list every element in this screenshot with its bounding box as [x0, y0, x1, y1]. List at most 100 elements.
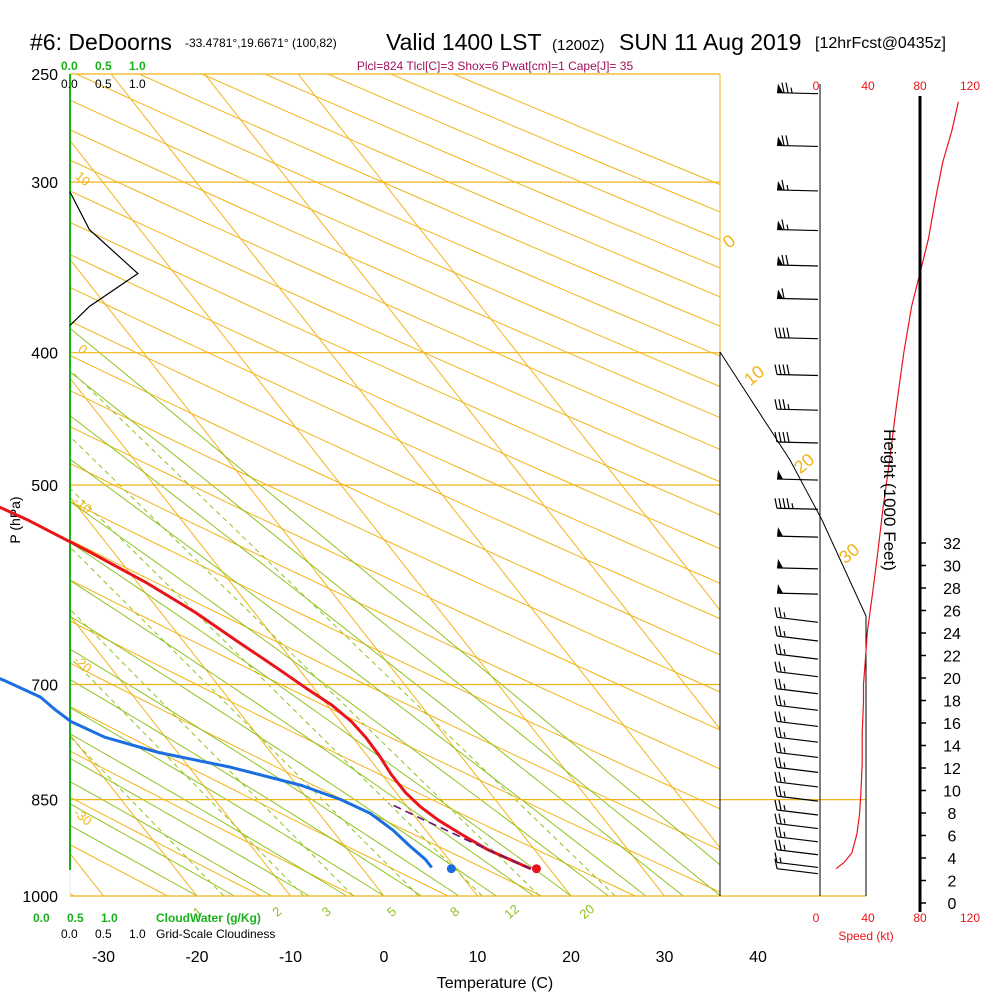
wind-barb-full: [774, 607, 778, 618]
dry-adiabat-line: [70, 129, 720, 419]
cloud-tick-top-1: 0.5: [95, 59, 112, 73]
wind-barb-staff: [776, 688, 819, 695]
wind-barb: [774, 711, 819, 728]
wind-barb-half: [783, 732, 786, 738]
dry-adiabat-line: [70, 389, 720, 693]
moist-adiabat-line: [70, 648, 460, 896]
wind-barb-full: [774, 757, 778, 768]
lapse-label: 0: [719, 231, 740, 253]
mixing-ratio-label: 5: [384, 903, 399, 919]
moist-adiabat-line: [70, 615, 497, 896]
wind-barb-staff: [776, 849, 819, 856]
wind-barb-full: [774, 826, 778, 837]
wind-barb: [776, 179, 819, 192]
moist-adiabat-line: [70, 371, 720, 896]
wind-barb: [774, 399, 819, 411]
wind-barb: [774, 771, 819, 788]
temperature-tick-label: 10: [469, 949, 487, 966]
height-tick-label: 12: [943, 761, 961, 778]
height-tick-label: 22: [943, 649, 961, 666]
wind-barb-half: [783, 747, 786, 753]
wind-barb-half: [791, 503, 794, 509]
wind-barb-staff: [776, 408, 819, 411]
wind-barb-full: [778, 498, 782, 509]
wind-barb-full: [785, 82, 789, 93]
dry-adiabat-line: [70, 425, 720, 731]
wind-barb-pennant: [777, 83, 783, 93]
wind-barb-staff: [776, 189, 819, 192]
dry-adiabat-line: [70, 539, 720, 851]
dry-adiabat-line: [70, 320, 720, 620]
wind-barb-full: [778, 799, 782, 811]
wind-barb-full: [778, 678, 782, 689]
temperature-line: [0, 505, 532, 871]
speed-tick-bottom-1: 40: [861, 911, 875, 925]
isotherm-line: [0, 74, 10, 896]
wind-barb-staff: [776, 751, 819, 759]
wind-barb-half: [783, 716, 786, 722]
wind-barb-staff: [776, 766, 819, 773]
height-axis: Height (1000 Feet) 024681012141618202224…: [880, 96, 961, 913]
wind-barb-staff: [776, 567, 819, 570]
wind-panel: 0 40 80 120 0 40 80 120 Speed (kt): [719, 79, 980, 943]
wind-barb: [776, 219, 819, 232]
wind-barb-full: [782, 431, 786, 443]
wind-barb-half: [786, 184, 789, 191]
wind-barb-pennant: [777, 136, 783, 146]
moist-adiabat-line: [70, 579, 534, 896]
wind-barb: [774, 643, 819, 660]
dry-adiabat-lines: [70, 74, 720, 896]
moist-adiabat-line: [70, 707, 385, 896]
wind-barb-full: [774, 711, 778, 722]
sounding-indices: Plcl=824 Tlcl[C]=3 Shox=6 Pwat[cm]=1 Cap…: [357, 59, 634, 73]
wind-barb-staff: [776, 720, 819, 728]
wind-barb-full: [778, 399, 782, 410]
dry-adiabat-line: [70, 354, 720, 656]
wind-barb-full: [774, 661, 778, 672]
wind-barb: [776, 527, 819, 538]
cloudiness-tick-top-1: 0.5: [95, 77, 112, 91]
wind-barb-half: [783, 762, 786, 768]
mixing-ratio-lines: [70, 369, 616, 896]
wind-barb: [774, 661, 819, 678]
wind-barb: [774, 727, 819, 743]
moist-adiabat-line: [70, 327, 720, 866]
temperature-axis-labels: -30 -20 -10 0 10 20 30 40: [92, 949, 767, 966]
moist-adiabat-line: [70, 733, 347, 896]
wind-barb-staff: [776, 592, 819, 595]
wind-barb-full: [778, 364, 782, 375]
dry-adiabat-line: [70, 705, 449, 896]
wind-barb-full: [774, 771, 778, 783]
wind-barb: [774, 607, 819, 623]
wind-barb: [774, 799, 819, 816]
wind-barb-full: [774, 727, 778, 738]
wind-barb-full: [778, 625, 782, 637]
wind-barb: [774, 852, 819, 869]
lapse-label: 30: [835, 539, 863, 567]
temperature-tick-label: -30: [92, 949, 115, 966]
mixing-ratio-line: [70, 656, 305, 896]
wind-barb-full: [782, 364, 786, 375]
lapse-labels: 0 10 20 30: [719, 231, 863, 568]
wind-barb-half: [786, 224, 789, 230]
wind-barb-staff: [776, 822, 819, 830]
cloudiness-tick-bottom-2: 1.0: [129, 927, 146, 941]
isotherm-label: -10: [71, 493, 95, 517]
valid-time: Valid 1400 LST: [386, 29, 542, 55]
height-tick-label: 0: [948, 896, 957, 913]
wind-barb-pennant: [777, 527, 783, 537]
wind-barb-full: [778, 431, 782, 443]
station-title: #6: DeDoorns: [30, 29, 172, 55]
cloudiness-tick-bottom-1: 0.5: [95, 927, 112, 941]
wind-barb-half: [783, 804, 786, 811]
wind-barb: [774, 678, 819, 695]
wind-barb-full: [781, 288, 785, 299]
mixing-ratio-line: [70, 487, 483, 896]
wind-barb-full: [774, 813, 778, 824]
wind-barb-staff: [776, 635, 819, 642]
height-tick-label: 4: [948, 851, 957, 868]
wind-barb-staff: [776, 373, 819, 377]
wind-barb-half: [783, 683, 786, 689]
surface-markers: [446, 864, 541, 874]
wind-barb-half: [790, 87, 793, 93]
